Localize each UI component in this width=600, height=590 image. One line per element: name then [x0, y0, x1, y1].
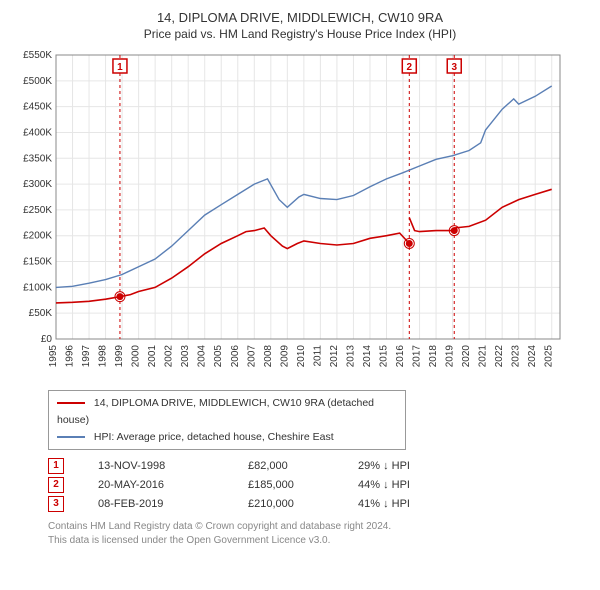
footer-line2: This data is licensed under the Open Gov…	[48, 534, 592, 548]
legend-swatch-hpi	[57, 436, 85, 438]
svg-text:£500K: £500K	[23, 76, 52, 87]
svg-text:2019: 2019	[445, 345, 456, 368]
svg-text:1997: 1997	[81, 345, 92, 368]
svg-text:£400K: £400K	[23, 127, 52, 138]
svg-text:2012: 2012	[329, 345, 340, 368]
svg-text:2: 2	[407, 62, 413, 73]
svg-text:2000: 2000	[131, 345, 142, 368]
svg-text:1996: 1996	[65, 345, 76, 368]
svg-text:£350K: £350K	[23, 153, 52, 164]
legend-label-hpi: HPI: Average price, detached house, Ches…	[94, 431, 334, 443]
svg-text:2020: 2020	[461, 345, 472, 368]
svg-text:£550K: £550K	[23, 50, 52, 61]
svg-text:2008: 2008	[263, 345, 274, 368]
svg-text:2013: 2013	[345, 345, 356, 368]
svg-text:3: 3	[451, 62, 457, 73]
sale-date: 13-NOV-1998	[98, 460, 248, 472]
sale-marker: 1	[48, 458, 64, 474]
svg-text:2011: 2011	[312, 345, 323, 367]
svg-text:£200K: £200K	[23, 231, 52, 242]
sale-marker: 2	[48, 477, 64, 493]
svg-text:2005: 2005	[213, 345, 224, 368]
svg-text:£100K: £100K	[23, 282, 52, 293]
sales-list: 1 13-NOV-1998£82,00029% ↓ HPI 2 20-MAY-2016…	[8, 458, 592, 512]
price-chart: £0 £50K £100K £150K £200K £250K £300K £350K £400…	[8, 49, 592, 382]
svg-text:1995: 1995	[48, 345, 59, 368]
svg-text:£300K: £300K	[23, 179, 52, 190]
svg-text:2022: 2022	[494, 345, 505, 368]
svg-text:2010: 2010	[296, 345, 307, 368]
sale-price: £82,000	[248, 460, 358, 472]
legend: 14, DIPLOMA DRIVE, MIDDLEWICH, CW10 9RA …	[48, 390, 406, 450]
sale-delta: 44% ↓ HPI	[358, 479, 468, 491]
sale-date: 20-MAY-2016	[98, 479, 248, 491]
svg-text:£250K: £250K	[23, 205, 52, 216]
sale-marker: 3	[48, 496, 64, 512]
svg-text:1: 1	[117, 62, 123, 73]
svg-text:1999: 1999	[114, 345, 125, 368]
legend-label-property: 14, DIPLOMA DRIVE, MIDDLEWICH, CW10 9RA …	[57, 397, 374, 426]
sale-date: 08-FEB-2019	[98, 498, 248, 510]
svg-text:2015: 2015	[378, 345, 389, 368]
chart-svg: £0 £50K £100K £150K £200K £250K £300K £350K £400…	[8, 49, 568, 379]
svg-text:2006: 2006	[230, 345, 241, 368]
legend-item-hpi: HPI: Average price, detached house, Ches…	[57, 429, 397, 446]
svg-text:£0: £0	[41, 334, 53, 345]
svg-text:2023: 2023	[511, 345, 522, 368]
svg-text:2003: 2003	[180, 345, 191, 368]
svg-text:2009: 2009	[279, 345, 290, 368]
svg-text:£450K: £450K	[23, 102, 52, 113]
legend-item-property: 14, DIPLOMA DRIVE, MIDDLEWICH, CW10 9RA …	[57, 395, 397, 429]
sale-price: £185,000	[248, 479, 358, 491]
legend-swatch-property	[57, 402, 85, 404]
footer: Contains HM Land Registry data © Crown c…	[48, 520, 592, 548]
svg-text:2025: 2025	[544, 345, 555, 368]
svg-text:2001: 2001	[147, 345, 158, 368]
svg-text:2002: 2002	[164, 345, 175, 368]
svg-text:1998: 1998	[98, 345, 109, 368]
svg-text:£50K: £50K	[29, 308, 53, 319]
footer-line1: Contains HM Land Registry data © Crown c…	[48, 520, 592, 534]
sale-delta: 29% ↓ HPI	[358, 460, 468, 472]
page-title: 14, DIPLOMA DRIVE, MIDDLEWICH, CW10 9RA	[8, 10, 592, 25]
sale-row: 2 20-MAY-2016£185,00044% ↓ HPI	[48, 477, 592, 493]
svg-text:2004: 2004	[197, 345, 208, 368]
sale-row: 3 08-FEB-2019£210,00041% ↓ HPI	[48, 496, 592, 512]
sale-row: 1 13-NOV-1998£82,00029% ↓ HPI	[48, 458, 592, 474]
svg-text:2016: 2016	[395, 345, 406, 368]
svg-text:2014: 2014	[362, 345, 373, 368]
svg-text:2021: 2021	[478, 345, 489, 368]
svg-text:2017: 2017	[412, 345, 423, 368]
svg-text:£150K: £150K	[23, 257, 52, 268]
svg-text:2024: 2024	[527, 345, 538, 368]
svg-text:2018: 2018	[428, 345, 439, 368]
sale-price: £210,000	[248, 498, 358, 510]
sale-delta: 41% ↓ HPI	[358, 498, 468, 510]
page-subtitle: Price paid vs. HM Land Registry's House …	[8, 27, 592, 41]
svg-text:2007: 2007	[246, 345, 257, 368]
